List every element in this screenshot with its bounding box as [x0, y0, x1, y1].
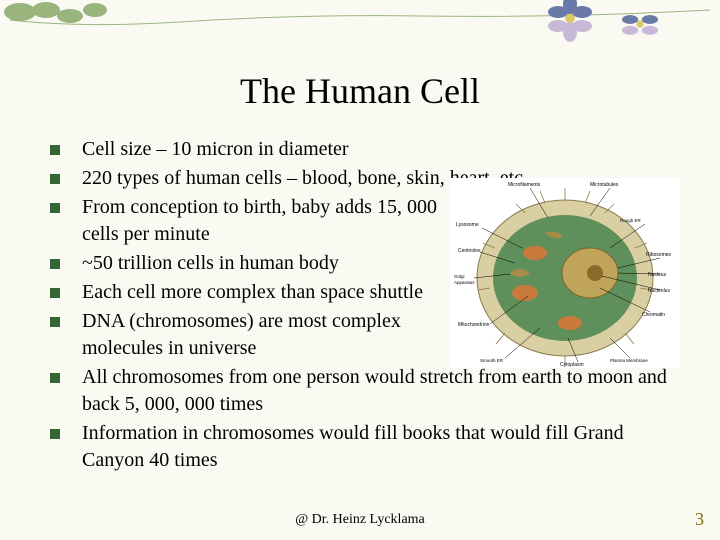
svg-text:Microtubules: Microtubules — [590, 182, 619, 188]
bullet-icon — [50, 429, 60, 439]
list-item: Information in chromosomes would fill bo… — [50, 420, 680, 474]
slide-title: The Human Cell — [0, 70, 720, 112]
bullet-icon — [50, 259, 60, 269]
list-item: Cell size – 10 micron in diameter — [50, 136, 680, 163]
bullet-text: From conception to birth, baby adds 15, … — [82, 194, 452, 248]
svg-text:Plasma Membrane: Plasma Membrane — [610, 358, 648, 363]
bullet-text: All chromosomes from one person would st… — [82, 364, 680, 418]
footer-credit: @ Dr. Heinz Lycklama — [0, 512, 720, 528]
list-item: All chromosomes from one person would st… — [50, 364, 680, 418]
cell-diagram: Microfilaments Microtubules Lysosome Rou… — [450, 178, 680, 368]
bullet-icon — [50, 174, 60, 184]
svg-text:Nucleus: Nucleus — [648, 272, 667, 278]
svg-text:Ribosomes: Ribosomes — [646, 252, 672, 258]
svg-text:Golgi: Golgi — [454, 274, 465, 279]
svg-text:Nucleolus: Nucleolus — [648, 288, 670, 294]
svg-text:Rough ER: Rough ER — [620, 218, 642, 223]
svg-text:Chromatin: Chromatin — [642, 312, 665, 318]
svg-text:Mitochondrion: Mitochondrion — [458, 322, 490, 328]
bullet-text: Cell size – 10 micron in diameter — [82, 136, 349, 163]
page-number: 3 — [695, 509, 704, 530]
svg-text:Smooth ER: Smooth ER — [480, 358, 504, 363]
bullet-text: Each cell more complex than space shuttl… — [82, 279, 423, 306]
svg-text:Apparatus: Apparatus — [454, 280, 475, 285]
svg-text:Centrioles: Centrioles — [458, 248, 481, 254]
bullet-text: Information in chromosomes would fill bo… — [82, 420, 680, 474]
bullet-text: ~50 trillion cells in human body — [82, 250, 339, 277]
bullet-icon — [50, 288, 60, 298]
bullet-text: DNA (chromosomes) are most complex molec… — [82, 308, 452, 362]
bullet-icon — [50, 373, 60, 383]
svg-text:Cytoplasm: Cytoplasm — [560, 362, 584, 368]
svg-text:Microfilaments: Microfilaments — [508, 182, 541, 188]
svg-text:Lysosome: Lysosome — [456, 222, 479, 228]
bullet-icon — [50, 145, 60, 155]
bullet-icon — [50, 203, 60, 213]
floral-decoration — [0, 0, 720, 55]
bullet-icon — [50, 317, 60, 327]
slide: The Human Cell Cell size – 10 micron in … — [0, 0, 720, 540]
